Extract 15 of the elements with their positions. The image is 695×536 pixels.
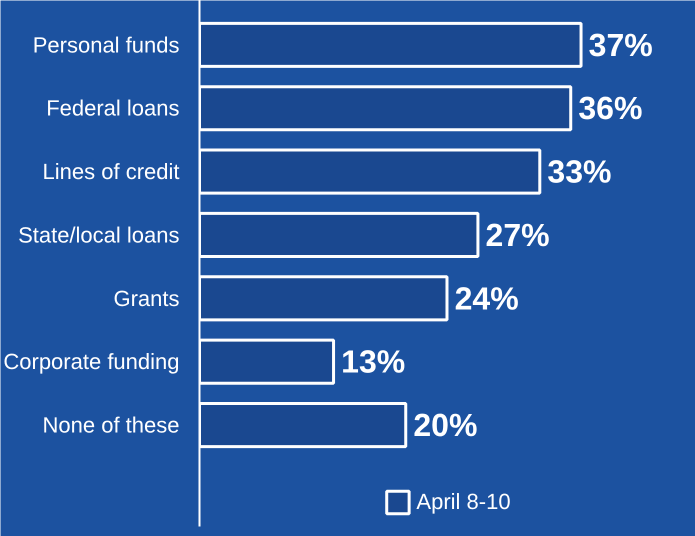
y-tick-label: Grants (113, 286, 180, 311)
y-tick-label: Federal loans (46, 96, 180, 121)
data-label: 24% (454, 280, 519, 316)
data-label: 27% (486, 216, 550, 253)
y-tick-label: Lines of credit (42, 159, 180, 184)
y-tick-label: None of these (42, 412, 180, 438)
data-label: 33% (547, 154, 612, 190)
data-label: 37% (588, 26, 653, 63)
y-tick-label: Personal funds (32, 32, 180, 58)
y-tick-label: State/local loans (18, 222, 180, 248)
legend-label: April 8-10 (416, 489, 511, 515)
data-label: 13% (341, 344, 406, 380)
data-label: 20% (413, 407, 478, 444)
y-tick-label: Corporate funding (3, 349, 180, 374)
data-label: 36% (578, 90, 642, 126)
